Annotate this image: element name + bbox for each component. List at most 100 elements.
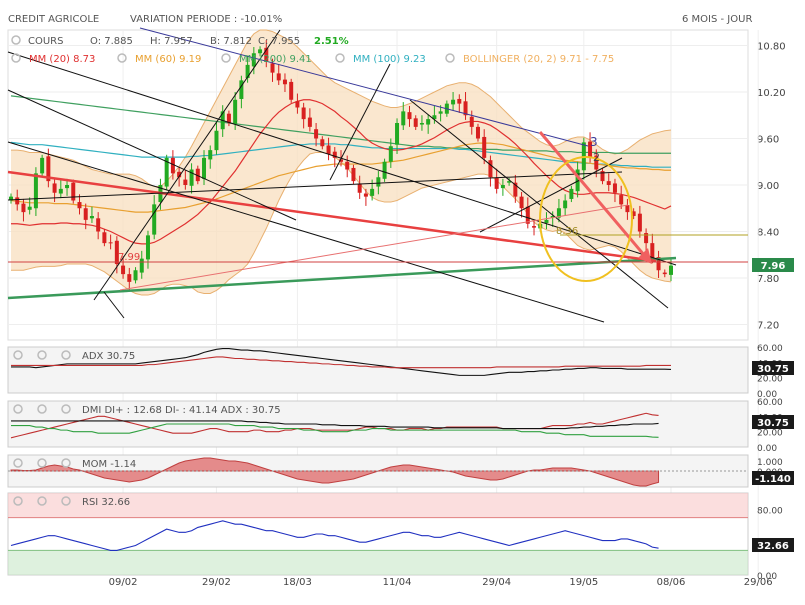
candle-body [363,193,368,197]
candle-body [270,63,275,73]
candle-body [500,185,505,189]
candle-body [600,171,605,182]
arrow-line [538,131,652,263]
candle-body [139,258,144,273]
candle-body [494,178,499,189]
candle-body [419,123,424,125]
series-dmi-line [11,420,659,430]
y-tick-label: 60.00 [757,344,783,354]
x-tick-label: 08/06 [657,577,686,588]
candle-body [507,181,512,183]
candle-body [432,115,437,120]
mom-arrow-icon[interactable] [61,458,71,468]
candle-body [357,183,362,193]
candle-body [177,171,182,178]
candle-body [189,169,194,186]
candle-body [276,73,281,81]
instrument-title: CREDIT AGRICOLE [8,14,100,25]
candle-body [202,157,207,179]
candle-body [482,136,487,158]
trendline [7,141,605,323]
adx-gear-icon[interactable] [37,350,47,360]
legend-close: C: 7.955 [258,36,300,47]
annotation-label-3: 3 [590,135,598,149]
y-tick-label: 7.80 [757,274,779,285]
legend-open: O: 7.885 [90,36,133,47]
candle-body [46,156,51,182]
y-tick-label: 9.60 [757,135,779,146]
candle-body [556,208,561,218]
candle-body [77,202,82,209]
resistance-trendline [7,170,657,263]
y-tick-label: 60.00 [757,398,783,408]
adx-arrow-icon[interactable] [61,350,71,360]
settings-gear-icon[interactable] [11,35,21,45]
candle-body [339,159,343,162]
candle-body [258,49,263,54]
mom-gear-icon[interactable] [37,458,47,468]
candle-body [644,233,649,244]
mom-close-icon[interactable] [13,458,23,468]
candle-body [15,197,20,205]
legend-bollinger: BOLLINGER (20, 2) 9.71 - 7.75 [463,54,614,65]
period-selector[interactable]: 6 MOIS - JOUR [682,14,753,25]
candle-body [650,243,655,259]
x-tick-label: 09/02 [109,577,138,588]
y-tick-label: 10.80 [757,42,786,53]
candle-body [152,204,157,235]
x-tick-label: 18/03 [283,577,312,588]
candle-body [102,232,107,244]
dmi-arrow-icon[interactable] [61,404,71,414]
candle-body [662,272,667,275]
candle-body [395,123,400,145]
candle-body [631,211,636,216]
annotation-low: 7.99 [118,252,140,263]
x-tick-label: 29/04 [482,577,511,588]
adx-close-icon[interactable] [13,350,23,360]
mm20-line [11,99,672,245]
legend-mm100-gear-icon[interactable] [335,53,345,63]
variation-text: VARIATION PERIODE : -10.01% [130,14,283,25]
x-tick-label: 19/05 [569,577,598,588]
candle-body [625,205,630,213]
dmi-gear-icon[interactable] [37,404,47,414]
candle-body [513,182,518,197]
candle-body [9,196,13,201]
y-tick-label: 20.00 [757,429,783,439]
candle-body [127,274,132,282]
candle-body [195,168,200,182]
candle-body [58,188,63,194]
rsi-close-icon[interactable] [13,496,23,506]
trendline [119,204,629,291]
annotation-label-2: 2 [593,151,600,164]
candle-body [245,64,250,79]
y-tick-label: 20.00 [757,375,783,385]
candle-body [251,53,256,67]
legend-change: 2.51% [314,36,349,47]
series-adx-line [11,356,671,369]
candle-body [214,130,219,151]
legend-mm200-gear-icon[interactable] [221,53,231,63]
candle-body [33,173,38,209]
candle-body [320,139,325,147]
legend-bollinger-gear-icon[interactable] [445,53,455,63]
mm200-line [10,95,671,154]
candle-body [544,219,549,223]
candle-body [376,177,381,187]
candle-body [588,141,593,158]
x-tick-label: 29/06 [744,577,773,588]
x-tick-label: 29/02 [202,577,231,588]
candle-body [550,216,555,218]
rsi-arrow-icon[interactable] [61,496,71,506]
candle-body [52,183,57,193]
candle-body [289,81,294,100]
candle-body [307,117,312,127]
y-tick-label: 80.00 [757,506,783,516]
rsi-gear-icon[interactable] [37,496,47,506]
rsi-label: RSI 32.66 [82,497,130,508]
legend-mm60-gear-icon[interactable] [117,53,127,63]
legend-mm20-gear-icon[interactable] [11,53,21,63]
adx-badge-text: 30.75 [757,364,789,375]
dmi-close-icon[interactable] [13,404,23,414]
